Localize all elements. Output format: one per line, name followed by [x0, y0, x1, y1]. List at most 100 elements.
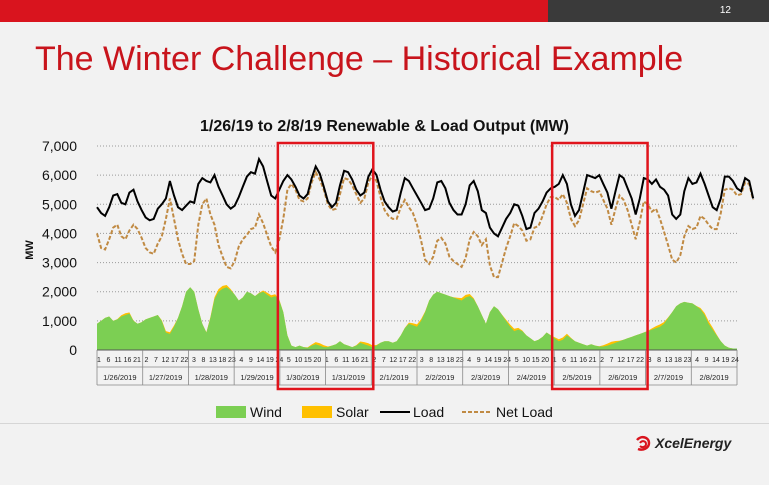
hour-tick-label: 5: [287, 357, 291, 364]
hour-tick-label: 6: [334, 357, 338, 364]
hour-tick-label: 11: [342, 357, 349, 364]
hour-tick-label: 13: [209, 357, 217, 364]
net-load-line: [96, 169, 755, 279]
hour-tick-label: 4: [695, 357, 699, 364]
y-tick-label: 3,000: [42, 255, 77, 271]
hour-tick-label: 4: [467, 357, 471, 364]
hour-tick-label: 21: [589, 357, 597, 364]
hour-tick-label: 20: [313, 357, 321, 364]
hour-tick-label: 12: [162, 357, 170, 364]
hour-tick-label: 1: [97, 357, 101, 364]
hour-tick-label: 14: [712, 357, 720, 364]
day-label: 1/29/2019: [240, 373, 273, 382]
day-label: 2/5/2019: [562, 373, 591, 382]
hour-tick-label: 17: [399, 357, 407, 364]
hour-tick-label: 13: [437, 357, 445, 364]
hour-tick-label: 20: [541, 357, 549, 364]
day-label: 2/3/2019: [471, 373, 500, 382]
y-tick-label: 6,000: [42, 167, 77, 183]
slide-number: 12: [719, 5, 731, 16]
hour-tick-label: 13: [665, 357, 673, 364]
highlight-box: [550, 141, 649, 391]
hour-tick-label: 21: [133, 357, 141, 364]
top-bar: 12: [0, 0, 769, 22]
hour-tick-label: 19: [494, 357, 502, 364]
hour-tick-label: 16: [124, 357, 132, 364]
hour-tick-label: 10: [294, 357, 302, 364]
hour-tick-label: 18: [446, 357, 454, 364]
hour-tick-label: 12: [617, 357, 625, 364]
hour-tick-label: 15: [532, 357, 540, 364]
hour-tick-label: 9: [477, 357, 481, 364]
hour-tick-label: 15: [304, 357, 312, 364]
y-tick-label: 5,000: [42, 196, 77, 212]
footer-divider: [0, 423, 769, 424]
hour-tick-label: 17: [627, 357, 635, 364]
hour-tick-label: 5: [515, 357, 519, 364]
day-label: 2/2/2019: [425, 373, 454, 382]
logo-swirl-icon: [636, 435, 651, 451]
hour-tick-label: 3: [648, 357, 652, 364]
hour-tick-label: 2: [600, 357, 604, 364]
hour-tick-label: 8: [657, 357, 661, 364]
load-line: [96, 156, 755, 238]
y-tick-label: 7,000: [42, 138, 77, 154]
y-axis-label: MW: [24, 240, 36, 260]
hour-tick-label: 1: [325, 357, 329, 364]
chart-title: 1/26/19 to 2/8/19 Renewable & Load Outpu…: [200, 118, 569, 135]
hour-tick-label: 4: [239, 357, 243, 364]
logo-text: XcelEnergy: [655, 435, 732, 451]
wind-area: [97, 287, 737, 350]
hour-tick-label: 23: [684, 357, 692, 364]
legend-label-solar: Solar: [336, 404, 369, 420]
hour-tick-label: 19: [722, 357, 730, 364]
hour-tick-label: 8: [429, 357, 433, 364]
hour-tick-label: 14: [484, 357, 492, 364]
legend-label-wind: Wind: [250, 404, 282, 420]
company-logo: XcelEnergy: [633, 434, 731, 456]
hour-tick-label: 22: [181, 357, 189, 364]
legend-label-load: Load: [413, 404, 444, 420]
y-tick-label: 4,000: [42, 225, 77, 241]
hour-tick-label: 22: [636, 357, 644, 364]
hour-tick-label: 9: [249, 357, 253, 364]
hour-tick-label: 3: [420, 357, 424, 364]
hour-tick-label: 16: [351, 357, 359, 364]
hour-tick-label: 16: [579, 357, 587, 364]
day-label: 2/8/2019: [700, 373, 729, 382]
hour-tick-label: 24: [503, 357, 511, 364]
hour-tick-label: 22: [408, 357, 416, 364]
hour-tick-label: 23: [456, 357, 464, 364]
legend-swatch-wind: [216, 406, 246, 418]
legend-label-net-load: Net Load: [496, 404, 553, 420]
legend-swatch-solar: [302, 406, 332, 418]
hour-tick-label: 24: [731, 357, 739, 364]
day-label: 1/27/2019: [149, 373, 182, 382]
hour-tick-label: 23: [228, 357, 236, 364]
hour-tick-label: 2: [145, 357, 149, 364]
top-bar-red: [0, 0, 548, 22]
hour-tick-label: 9: [705, 357, 709, 364]
hour-tick-label: 1: [553, 357, 557, 364]
hour-tick-label: 6: [562, 357, 566, 364]
hour-tick-label: 17: [171, 357, 179, 364]
hour-tick-label: 14: [256, 357, 264, 364]
day-label: 2/4/2019: [517, 373, 546, 382]
day-label: 1/31/2019: [332, 373, 365, 382]
hour-tick-label: 21: [361, 357, 369, 364]
hour-tick-label: 18: [674, 357, 682, 364]
day-label: 2/6/2019: [608, 373, 637, 382]
day-label: 2/1/2019: [380, 373, 409, 382]
day-label: 1/30/2019: [286, 373, 319, 382]
top-bar-dark: [548, 0, 769, 22]
legend: Wind Solar Load Net Load: [216, 404, 553, 420]
highlight-box: [276, 141, 375, 391]
hour-tick-label: 3: [192, 357, 196, 364]
hour-tick-label: 19: [266, 357, 274, 364]
hour-tick-label: 8: [201, 357, 205, 364]
hour-tick-label: 18: [219, 357, 227, 364]
hour-tick-label: 7: [382, 357, 386, 364]
y-tick-label: 1,000: [42, 313, 77, 329]
hour-tick-label: 7: [154, 357, 158, 364]
